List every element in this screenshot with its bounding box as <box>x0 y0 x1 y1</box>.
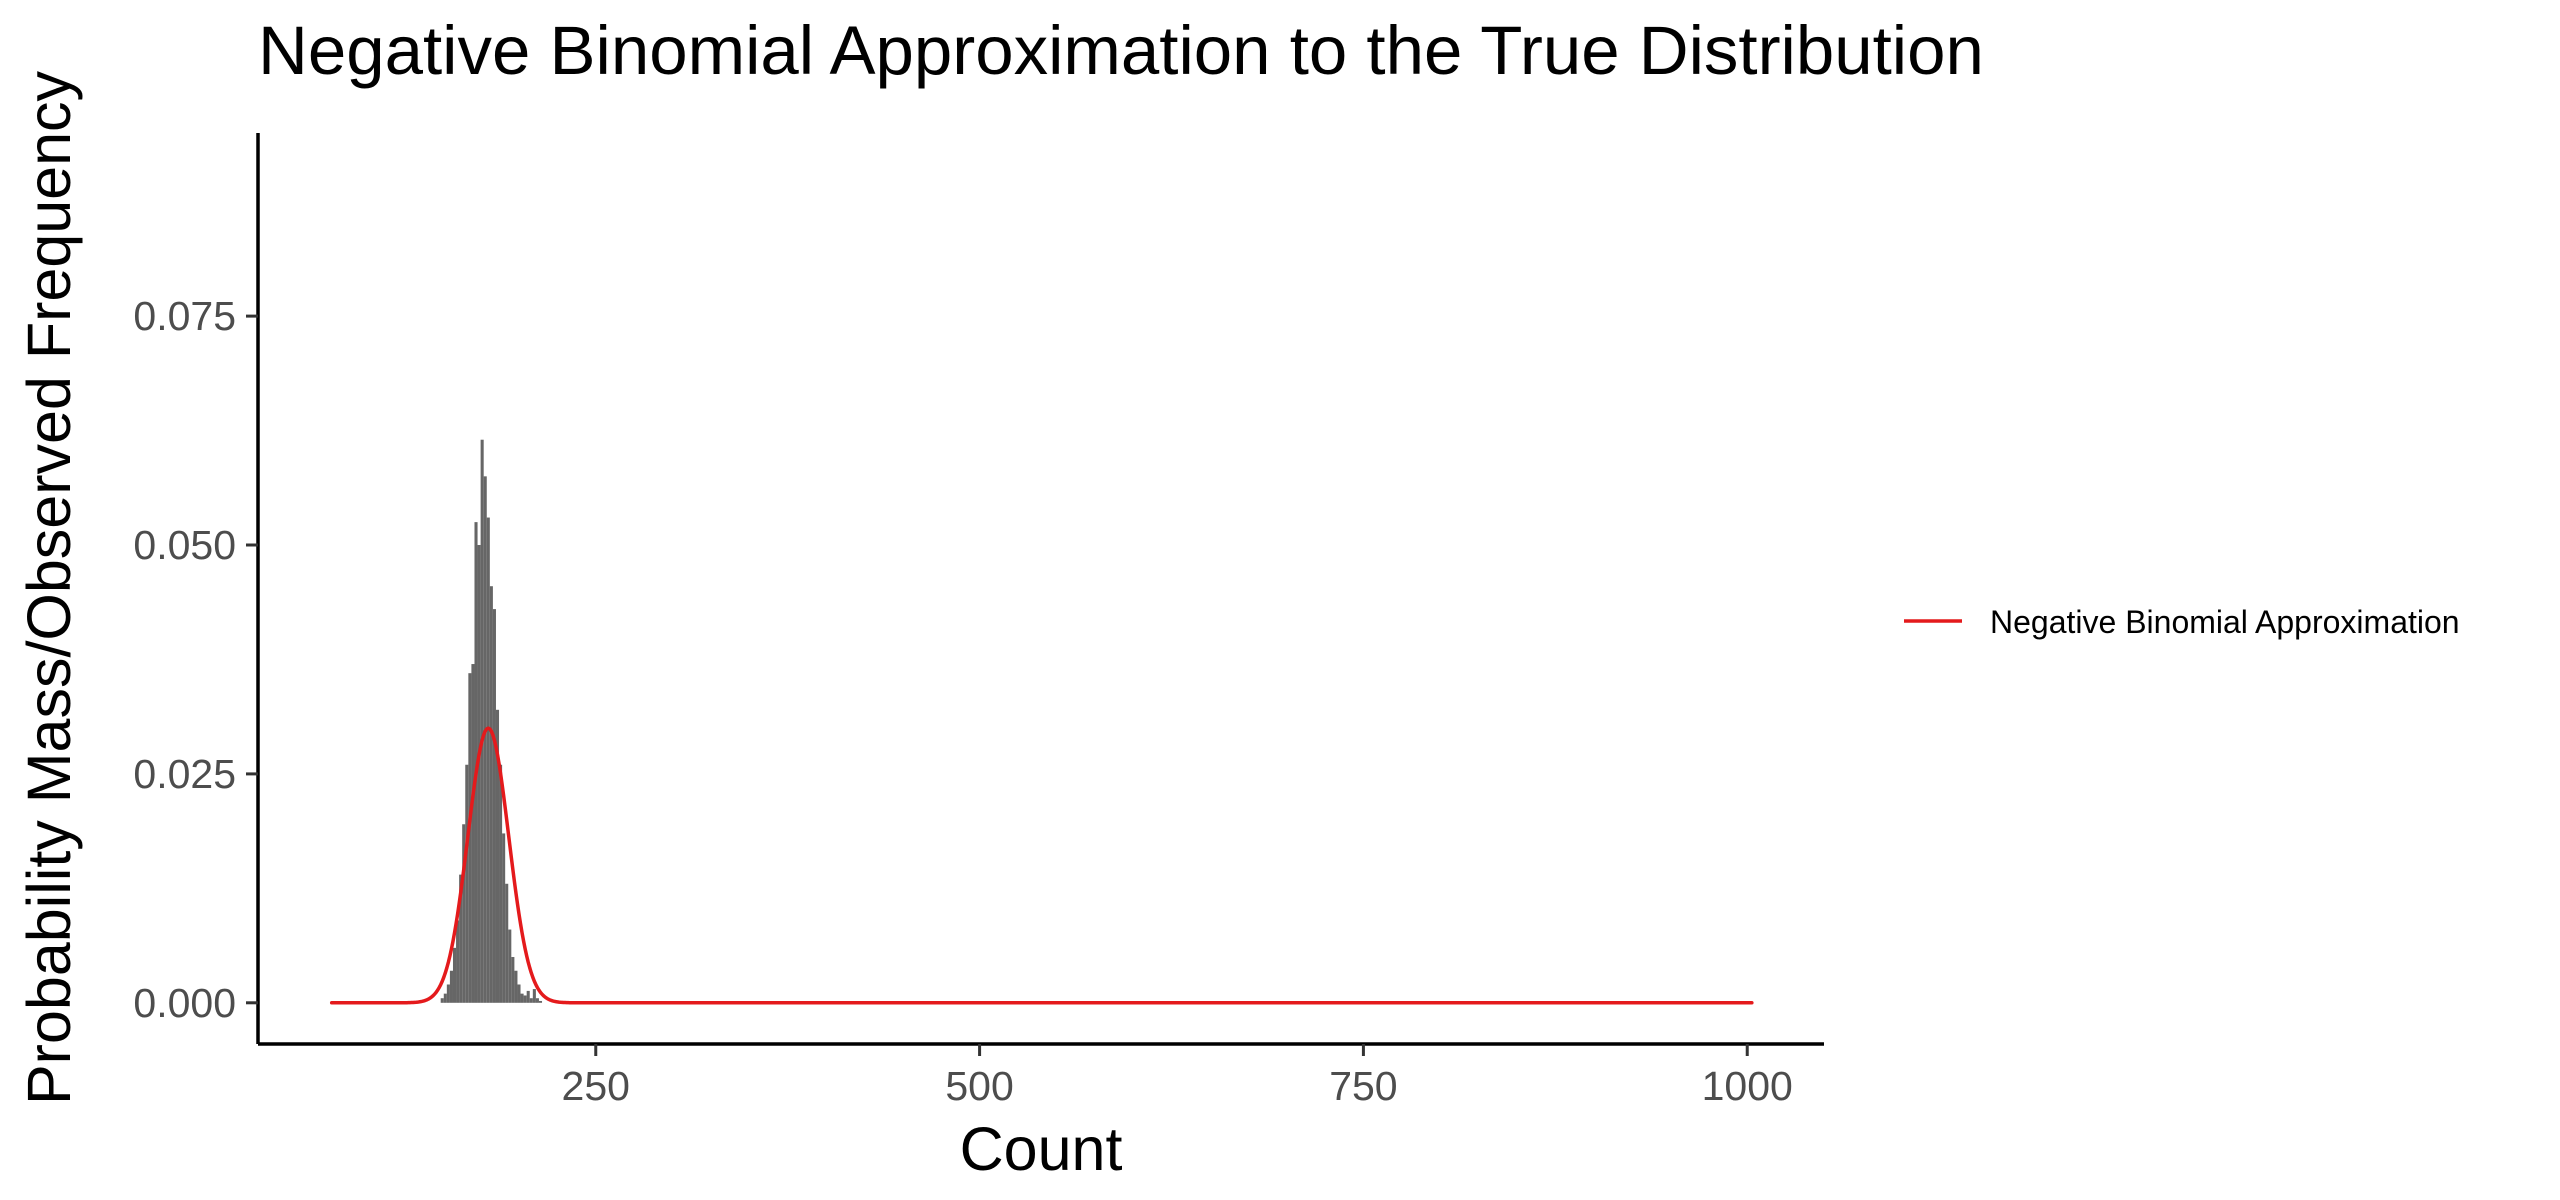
x-axis-title: Count <box>960 1115 1123 1183</box>
histogram-bar <box>456 920 460 1003</box>
histogram-bar <box>526 990 530 1003</box>
histogram-bar <box>459 874 463 1003</box>
x-tick-label: 750 <box>1329 1063 1397 1109</box>
histogram-bar <box>477 545 481 1003</box>
histogram-bar <box>465 764 469 1003</box>
histogram-bar <box>523 995 527 1003</box>
histogram-bar <box>529 998 533 1003</box>
histogram-bar <box>499 764 503 1003</box>
histogram-bar <box>511 957 515 1003</box>
histogram-bar <box>514 970 518 1003</box>
histogram-bar <box>489 586 493 1003</box>
x-tick-label: 250 <box>562 1063 630 1109</box>
histogram-bar <box>492 609 496 1003</box>
histogram-bar <box>483 476 487 1003</box>
histogram-bar <box>471 664 475 1003</box>
x-tick-label: 500 <box>945 1063 1013 1109</box>
legend-label: Negative Binomial Approximation <box>1990 604 2460 640</box>
y-tick-label: 0.000 <box>133 980 236 1026</box>
histogram-bar <box>508 929 512 1003</box>
histogram-bar <box>502 833 506 1003</box>
histogram-bar <box>446 984 450 1003</box>
histogram-bar <box>449 970 453 1003</box>
histogram-bar <box>452 947 457 1003</box>
chart-title: Negative Binomial Approximation to the T… <box>258 12 1984 89</box>
histogram-bar <box>480 439 484 1003</box>
x-axis-ticks: 250 500 750 1000 <box>562 1044 1793 1109</box>
y-tick-label: 0.075 <box>133 293 236 339</box>
y-axis-title: Probability Mass/Observed Frequency <box>15 70 83 1105</box>
histogram-bar <box>462 824 466 1003</box>
plot-area <box>329 439 1754 1005</box>
y-tick-label: 0.025 <box>133 751 236 797</box>
histogram-bar <box>535 998 539 1003</box>
x-tick-label: 1000 <box>1702 1063 1793 1109</box>
y-axis-ticks: 0.000 0.025 0.050 0.075 <box>133 293 258 1026</box>
histogram-bar <box>468 673 472 1003</box>
histogram-bar <box>520 993 524 1003</box>
series-line-negative-binomial <box>329 726 1754 1005</box>
histogram-bar <box>505 883 509 1003</box>
histogram-bar <box>538 1000 543 1003</box>
histogram-bar <box>440 998 444 1003</box>
histogram-bar <box>517 984 521 1003</box>
histogram-bar <box>495 709 500 1003</box>
histogram-bar <box>486 517 490 1003</box>
legend: Negative Binomial Approximation <box>1904 604 2460 640</box>
histogram-bar <box>532 989 536 1003</box>
y-tick-label: 0.050 <box>133 522 236 568</box>
histogram-bar <box>443 993 447 1003</box>
